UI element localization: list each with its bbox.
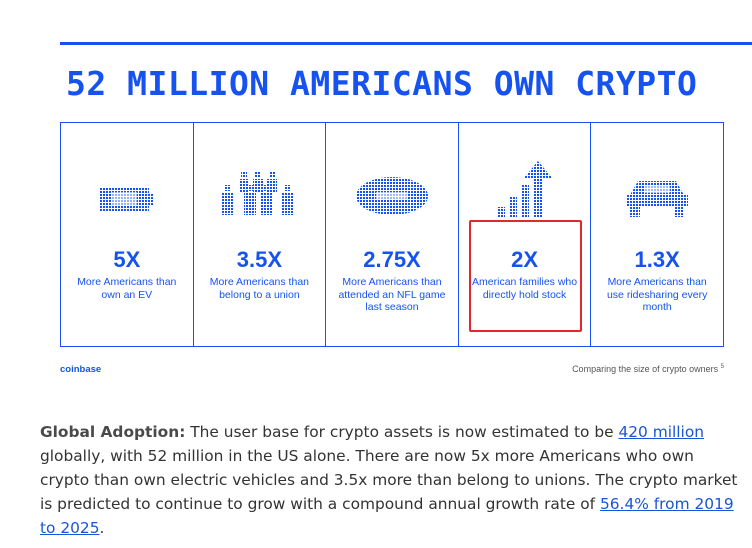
stat-value: 1.3X: [634, 247, 680, 272]
stat-cell-rideshare: 1.3X More Americans than use ridesharing…: [591, 123, 723, 346]
link-growth-rate[interactable]: 56.4% from 2019 to 2025: [40, 495, 734, 537]
caption-footnote-ref[interactable]: 5: [720, 364, 724, 370]
top-rule: [60, 42, 752, 45]
rising-bars-arrow-icon: [459, 159, 591, 219]
people-group-icon: [194, 159, 326, 219]
infographic-headline: 52 MILLION AMERICANS OWN CRYPTO: [66, 64, 698, 103]
stat-cell-nfl: 2.75X More Americans than attended an NF…: [326, 123, 459, 346]
stat-value: 5X: [113, 247, 141, 272]
stat-value: 3.5X: [236, 247, 283, 272]
stat-value: 2.75X: [363, 247, 421, 272]
stat-cell-union: 3.5X More Americans than belong to a uni…: [194, 123, 327, 346]
stats-grid: 5X More Americans than own an EV 3.5X Mo…: [60, 122, 724, 347]
figure-caption: Comparing the size of crypto owners 5: [572, 364, 724, 374]
paragraph-text: .: [99, 519, 105, 537]
brand-logo: coinbase: [60, 364, 102, 375]
paragraph-lead: Global Adoption:: [40, 423, 186, 441]
paragraph-text: globally, with 52 million in the US alon…: [40, 447, 738, 513]
stat-description: More Americans than belong to a union: [209, 276, 309, 301]
stat-cell-ev: 5X More Americans than own an EV: [61, 123, 194, 346]
global-adoption-paragraph: Global Adoption: The user base for crypt…: [40, 420, 740, 540]
stat-description: More Americans than use ridesharing ever…: [606, 276, 708, 313]
stat-description: More Americans than attended an NFL game…: [338, 276, 446, 313]
link-420-million[interactable]: 420 million: [618, 423, 705, 441]
paragraph-text: The user base for crypto assets is now e…: [185, 423, 619, 441]
stat-cell-stock: 2X American families who directly hold s…: [459, 123, 592, 346]
football-icon: [326, 159, 458, 219]
battery-icon: [61, 159, 193, 219]
stat-description: More Americans than own an EV: [77, 276, 177, 301]
stat-description: American families who directly hold stoc…: [472, 276, 578, 301]
caption-text: Comparing the size of crypto owners: [572, 364, 719, 374]
stat-value: 2X: [511, 247, 539, 272]
highlight-box: [469, 220, 582, 332]
car-icon: [591, 159, 723, 219]
